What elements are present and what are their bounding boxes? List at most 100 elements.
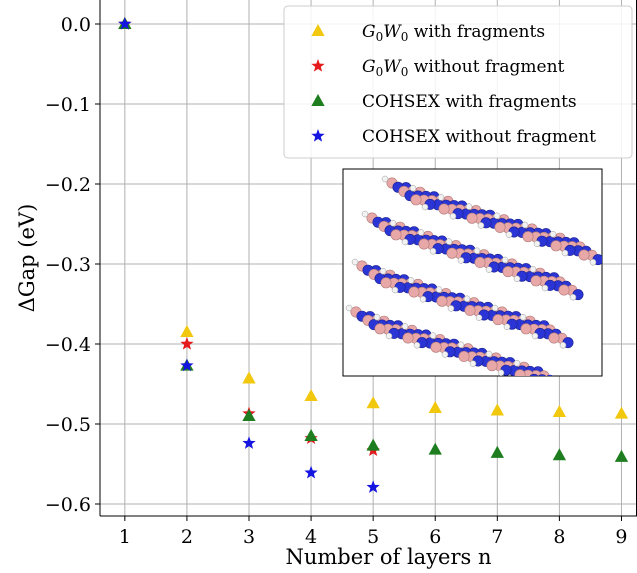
nitrogen-atom	[529, 373, 539, 376]
hydrogen-atom	[437, 194, 445, 201]
hydrogen-atom	[505, 231, 513, 238]
nitrogen-atom	[546, 374, 554, 376]
hydrogen-atom	[501, 256, 509, 264]
x-axis-title: Number of layers n	[285, 545, 491, 569]
x-tick-label: 1	[119, 526, 131, 548]
hydrogen-atom	[531, 332, 539, 340]
boron-atom	[474, 256, 486, 268]
hydrogen-atom	[529, 265, 537, 273]
data-point	[304, 429, 318, 442]
y-tick-label: −0.1	[45, 94, 91, 116]
boron-atom	[402, 332, 414, 344]
legend-label: G0W0 with fragments	[362, 22, 545, 44]
hydrogen-atom	[379, 267, 387, 275]
data-point	[180, 325, 194, 338]
hydrogen-atom	[477, 222, 485, 229]
legend: G0W0 with fragments G0W0 without fragment…	[283, 5, 633, 159]
hydrogen-atom	[485, 266, 493, 273]
hydrogen-atom	[447, 305, 455, 312]
hydrogen-atom	[521, 221, 529, 229]
data-series	[118, 17, 629, 493]
boron-atom	[558, 284, 570, 296]
hydrogen-atom	[429, 332, 437, 339]
boron-atom	[486, 360, 498, 372]
hydrogen-atom	[549, 230, 557, 238]
hydrogen-atom	[391, 286, 399, 294]
hydrogen-atom	[421, 203, 429, 211]
boron-atom	[522, 231, 534, 243]
molecule-layer	[345, 304, 554, 376]
data-point	[428, 442, 442, 455]
y-tick-label: −0.6	[45, 494, 91, 516]
legend-marker	[311, 129, 325, 142]
hydrogen-atom	[441, 351, 449, 358]
data-point	[614, 406, 629, 419]
data-point	[490, 445, 504, 458]
legend-marker	[311, 24, 325, 37]
data-point	[490, 403, 504, 416]
boron-atom	[380, 277, 392, 289]
boron-atom	[464, 304, 476, 316]
hydrogen-atom	[541, 284, 549, 292]
molecule-layer	[361, 210, 584, 301]
boron-atom	[438, 203, 450, 215]
y-axis-title: ΔGap (eV)	[15, 204, 39, 313]
series-3	[118, 17, 629, 462]
hydrogen-atom	[513, 275, 521, 283]
hydrogen-atom	[493, 212, 501, 220]
hydrogen-atom	[569, 293, 577, 301]
hydrogen-atom	[381, 175, 389, 183]
boron-atom	[430, 341, 442, 353]
hydrogen-atom	[497, 369, 505, 376]
x-tick-label: 9	[615, 526, 627, 548]
boron-atom	[418, 238, 430, 250]
hydrogen-atom	[419, 295, 427, 303]
boron-atom	[550, 240, 562, 252]
hydrogen-atom	[469, 360, 477, 367]
data-point	[366, 480, 380, 493]
legend-entry: G0W0 without fragment	[311, 57, 565, 79]
x-tick-label: 8	[553, 526, 565, 548]
legend-label: G0W0 without fragment	[362, 57, 565, 79]
hydrogen-atom	[559, 341, 567, 349]
boron-atom	[446, 247, 458, 259]
hydrogen-atom	[465, 203, 473, 210]
boron-atom	[578, 249, 590, 261]
hydrogen-atom	[429, 247, 437, 255]
data-point	[428, 401, 442, 414]
hydrogen-atom	[351, 258, 359, 266]
boron-atom	[492, 314, 504, 326]
legend-entry: COHSEX without fragment	[311, 127, 596, 147]
nitrogen-atom	[538, 374, 546, 376]
hydrogen-atom	[491, 304, 499, 312]
molecule-layer	[351, 258, 574, 349]
boron-atom	[436, 295, 448, 307]
hydrogen-atom	[457, 257, 465, 264]
hydrogen-atom	[561, 249, 569, 257]
legend-entry: COHSEX with fragments	[311, 92, 577, 112]
legend-marker	[311, 94, 325, 107]
data-point	[180, 358, 194, 372]
hydrogen-atom	[407, 277, 415, 284]
hydrogen-atom	[519, 313, 527, 321]
hydrogen-atom	[417, 229, 425, 236]
boron-atom	[502, 266, 514, 278]
hydrogen-atom	[401, 323, 409, 330]
boron-atom	[410, 194, 422, 206]
hydrogen-atom	[435, 286, 443, 293]
series-4	[118, 17, 380, 493]
hydrogen-atom	[361, 210, 369, 218]
data-point	[366, 438, 380, 451]
boron-atom	[494, 221, 506, 233]
boron-atom	[520, 323, 532, 335]
data-point	[304, 389, 318, 402]
boron-atom	[458, 350, 470, 362]
boron-atom	[466, 212, 478, 224]
hydrogen-atom	[345, 304, 353, 312]
data-point	[366, 396, 380, 409]
hydrogen-atom	[389, 219, 397, 227]
legend-label: COHSEX with fragments	[362, 92, 577, 112]
hydrogen-atom	[463, 295, 471, 303]
hydrogen-atom	[457, 341, 465, 349]
